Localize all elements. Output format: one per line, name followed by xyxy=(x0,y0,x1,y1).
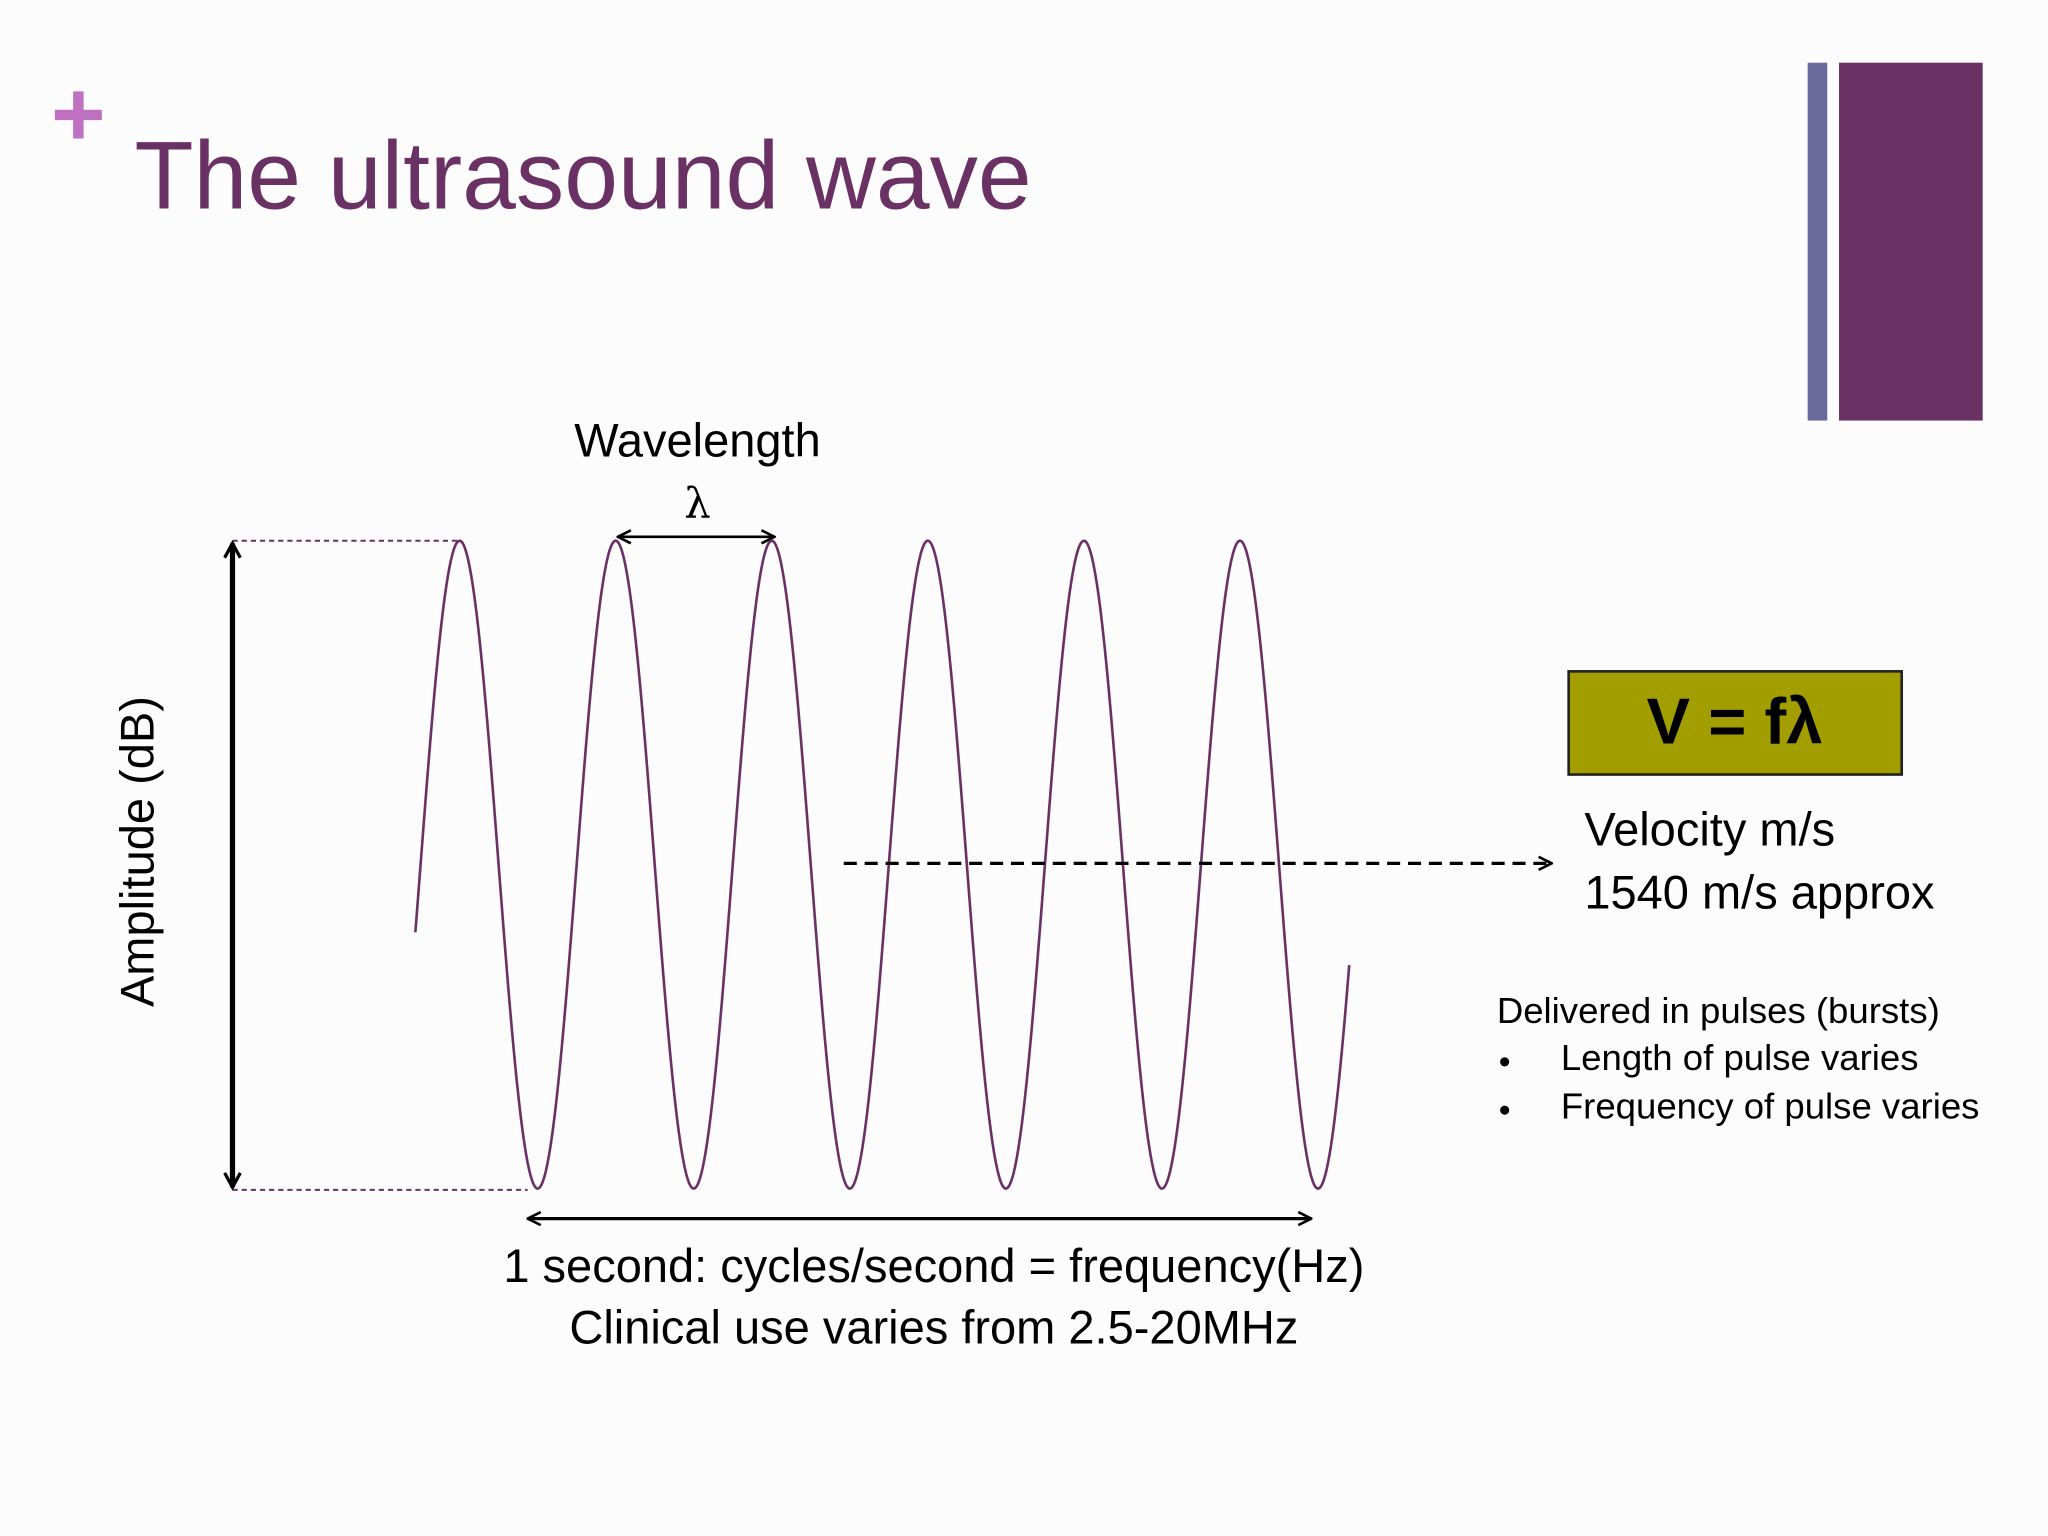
sine-wave xyxy=(414,539,1351,1190)
wavelength-symbol: λ xyxy=(684,478,710,527)
accent-bar xyxy=(1839,62,1983,421)
wavelength-label: Wavelength xyxy=(574,414,821,467)
bullet xyxy=(1500,1057,1510,1067)
pulses-item: Length of pulse varies xyxy=(1561,1037,1919,1078)
formula-box xyxy=(1567,670,1904,776)
plus-icon xyxy=(54,91,102,139)
frequency-text: Clinical use varies from 2.5-20MHz xyxy=(569,1300,1298,1353)
amplitude-label: Amplitude (dB) xyxy=(110,696,163,1007)
frequency-text: 1 second: cycles/second = frequency(Hz) xyxy=(503,1239,1364,1292)
velocity-text: Velocity m/s xyxy=(1584,803,1835,856)
pulses-item: Frequency of pulse varies xyxy=(1561,1086,1980,1127)
slide-title: The ultrasound wave xyxy=(135,122,1032,229)
pulses-heading: Delivered in pulses (bursts) xyxy=(1497,990,1940,1031)
accent-bar xyxy=(1807,62,1828,421)
bullet xyxy=(1500,1105,1510,1115)
velocity-text: 1540 m/s approx xyxy=(1584,865,1934,918)
formula: V = fλ xyxy=(1647,684,1823,757)
